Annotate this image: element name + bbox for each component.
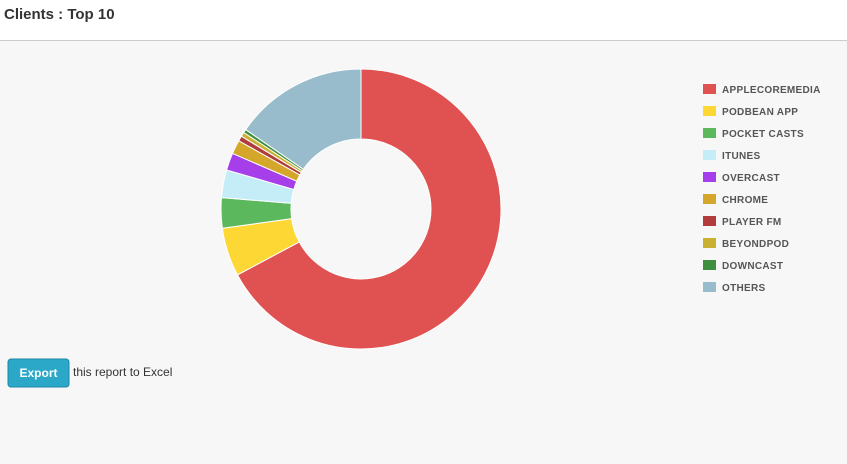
legend-swatch	[703, 260, 716, 270]
legend-label: OVERCAST	[722, 173, 780, 184]
legend-swatch	[703, 128, 716, 138]
button-label[interactable]: Export	[19, 366, 57, 380]
legend-label: ITUNES	[722, 151, 760, 162]
legend-label: CHROME	[722, 195, 768, 206]
legend-label: BEYONDPOD	[722, 239, 789, 250]
legend-swatch	[703, 172, 716, 182]
legend-swatch	[703, 194, 716, 204]
legend-swatch	[703, 84, 716, 94]
legend-swatch	[703, 216, 716, 226]
export-text: this report to Excel	[73, 365, 172, 379]
legend-label: APPLECOREMEDIA	[722, 85, 821, 96]
legend-swatch	[703, 106, 716, 116]
legend-swatch	[703, 150, 716, 160]
chart-title: Clients : Top 10	[4, 6, 115, 23]
legend-label: POCKET CASTS	[722, 129, 804, 140]
slice	[236, 68, 502, 350]
legend-label: PLAYER FM	[722, 217, 782, 228]
legend-swatch	[703, 282, 716, 292]
slice	[245, 68, 362, 170]
legend-label: PODBEAN APP	[722, 107, 798, 118]
export-button[interactable]: Export	[7, 358, 70, 388]
legend-label: OTHERS	[722, 283, 765, 294]
legend-label: DOWNCAST	[722, 261, 783, 272]
button-bg[interactable]	[7, 358, 70, 388]
legend-swatch	[703, 238, 716, 248]
